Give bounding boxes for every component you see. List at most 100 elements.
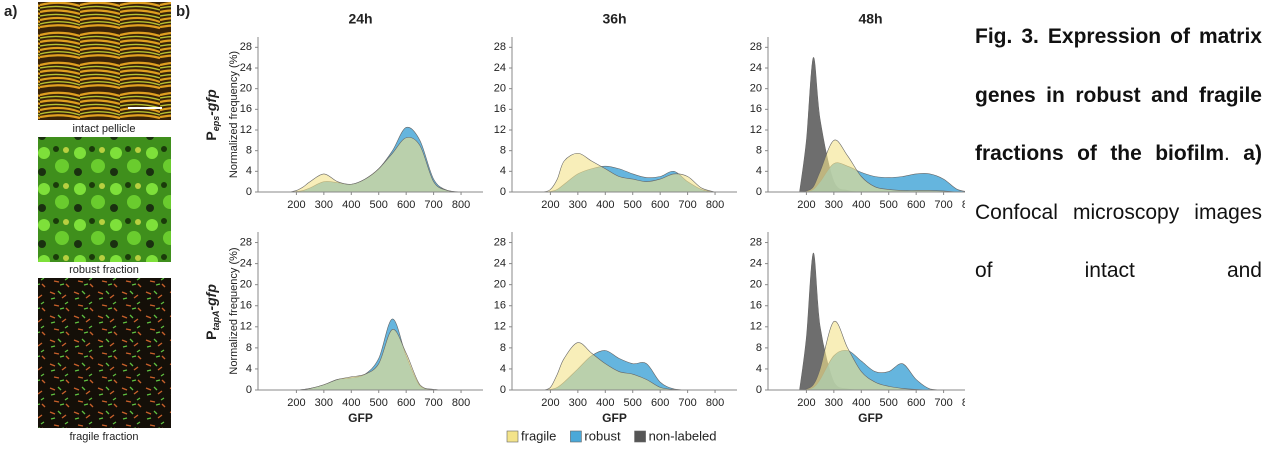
x-tick-label: 800	[962, 397, 965, 409]
x-tick-label: 700	[934, 199, 952, 211]
area-series	[799, 139, 965, 193]
microscopy-image	[38, 278, 171, 428]
x-axis-label: GFP	[602, 411, 627, 425]
legend-swatch	[506, 430, 519, 443]
row-label-base: P	[203, 131, 219, 140]
y-tick-label: 16	[750, 300, 762, 312]
x-tick-label: 600	[397, 199, 415, 211]
area-series	[289, 137, 462, 193]
x-tick-label: 200	[541, 199, 559, 211]
microscopy-image	[38, 137, 171, 262]
y-tick-label: 28	[240, 41, 252, 53]
legend-label: robust	[584, 428, 621, 443]
y-tick-label: 12	[750, 321, 762, 333]
y-tick-label: 4	[756, 363, 762, 375]
area-series	[543, 152, 716, 193]
x-tick-label: 600	[907, 397, 925, 409]
x-tick-label: 300	[825, 199, 843, 211]
y-tick-label: 0	[756, 186, 762, 198]
x-tick-label: 500	[624, 397, 642, 409]
x-tick-label: 800	[962, 199, 965, 211]
legend-label: non-labeled	[649, 428, 717, 443]
y-tick-label: 0	[246, 186, 252, 198]
caption-text: .	[1224, 142, 1230, 165]
x-tick-label: 700	[424, 199, 442, 211]
x-tick-label: 500	[624, 199, 642, 211]
y-tick-label: 0	[500, 384, 506, 396]
x-tick-label: 700	[934, 397, 952, 409]
x-tick-label: 400	[596, 397, 614, 409]
y-tick-label: 16	[240, 103, 252, 115]
y-tick-label: 20	[240, 279, 252, 291]
y-axis-label: Normalized frequency (%)	[228, 51, 240, 178]
panel-label: a)	[4, 3, 17, 20]
y-tick-label: 12	[494, 124, 506, 136]
y-axis-label: Normalized frequency (%)	[228, 247, 240, 374]
y-tick-label: 28	[494, 41, 506, 53]
x-tick-label: 800	[452, 199, 470, 211]
row-label: Peps-gfp	[203, 89, 222, 141]
image-caption: fragile fraction	[69, 431, 138, 443]
y-tick-label: 0	[246, 384, 252, 396]
x-tick-label: 200	[287, 199, 305, 211]
y-tick-label: 24	[240, 62, 252, 74]
legend-swatch	[634, 430, 646, 443]
caption-text: Confocal microscopy images of intact and	[975, 200, 1262, 283]
y-tick-label: 20	[750, 83, 762, 95]
x-tick-label: 600	[651, 199, 669, 211]
figure-caption: Fig. 3. Expression of matrix genes in ro…	[975, 8, 1262, 301]
y-tick-label: 4	[756, 165, 762, 177]
image-caption: robust fraction	[69, 264, 139, 276]
y-tick-label: 24	[750, 62, 762, 74]
y-tick-label: 8	[756, 342, 762, 354]
y-tick-label: 8	[500, 145, 506, 157]
y-tick-label: 20	[494, 83, 506, 95]
y-tick-label: 24	[240, 258, 252, 270]
row-label-sub: tapA	[211, 311, 221, 331]
y-tick-label: 28	[494, 236, 506, 248]
y-tick-label: 20	[240, 83, 252, 95]
y-tick-label: 20	[750, 279, 762, 291]
x-tick-label: 400	[596, 199, 614, 211]
x-tick-label: 200	[541, 397, 559, 409]
y-tick-label: 4	[500, 363, 506, 375]
microscopy-image	[38, 2, 171, 120]
y-tick-label: 28	[750, 41, 762, 53]
row-label-sub: eps	[211, 116, 221, 132]
y-tick-label: 16	[494, 103, 506, 115]
x-tick-label: 400	[342, 199, 360, 211]
x-tick-label: 500	[370, 397, 388, 409]
x-tick-label: 300	[315, 397, 333, 409]
y-tick-label: 16	[494, 300, 506, 312]
x-tick-label: 400	[852, 397, 870, 409]
x-axis-label: GFP	[858, 411, 883, 425]
y-tick-label: 12	[494, 321, 506, 333]
x-tick-label: 300	[825, 397, 843, 409]
y-tick-label: 20	[494, 279, 506, 291]
y-tick-label: 4	[500, 165, 506, 177]
row-label-base: P	[203, 331, 219, 340]
y-tick-label: 4	[246, 165, 252, 177]
x-tick-label: 200	[797, 397, 815, 409]
x-tick-label: 800	[706, 199, 724, 211]
caption-bold: Fig. 3. Expression of matrix genes in ro…	[975, 25, 1262, 165]
x-tick-label: 300	[569, 199, 587, 211]
y-tick-label: 12	[240, 321, 252, 333]
area-series	[289, 329, 462, 391]
x-tick-label: 300	[315, 199, 333, 211]
row-label-suffix: -gfp	[203, 284, 219, 311]
y-tick-label: 8	[500, 342, 506, 354]
chart-title: 36h	[602, 11, 626, 27]
image-caption: intact pellicle	[73, 123, 136, 135]
x-tick-label: 200	[287, 397, 305, 409]
x-tick-label: 800	[452, 397, 470, 409]
y-tick-label: 8	[756, 145, 762, 157]
y-tick-label: 16	[750, 103, 762, 115]
x-tick-label: 400	[852, 199, 870, 211]
y-tick-label: 28	[240, 236, 252, 248]
y-tick-label: 24	[494, 62, 506, 74]
panel-label: b)	[176, 3, 190, 20]
y-tick-label: 24	[494, 258, 506, 270]
y-tick-label: 12	[240, 124, 252, 136]
